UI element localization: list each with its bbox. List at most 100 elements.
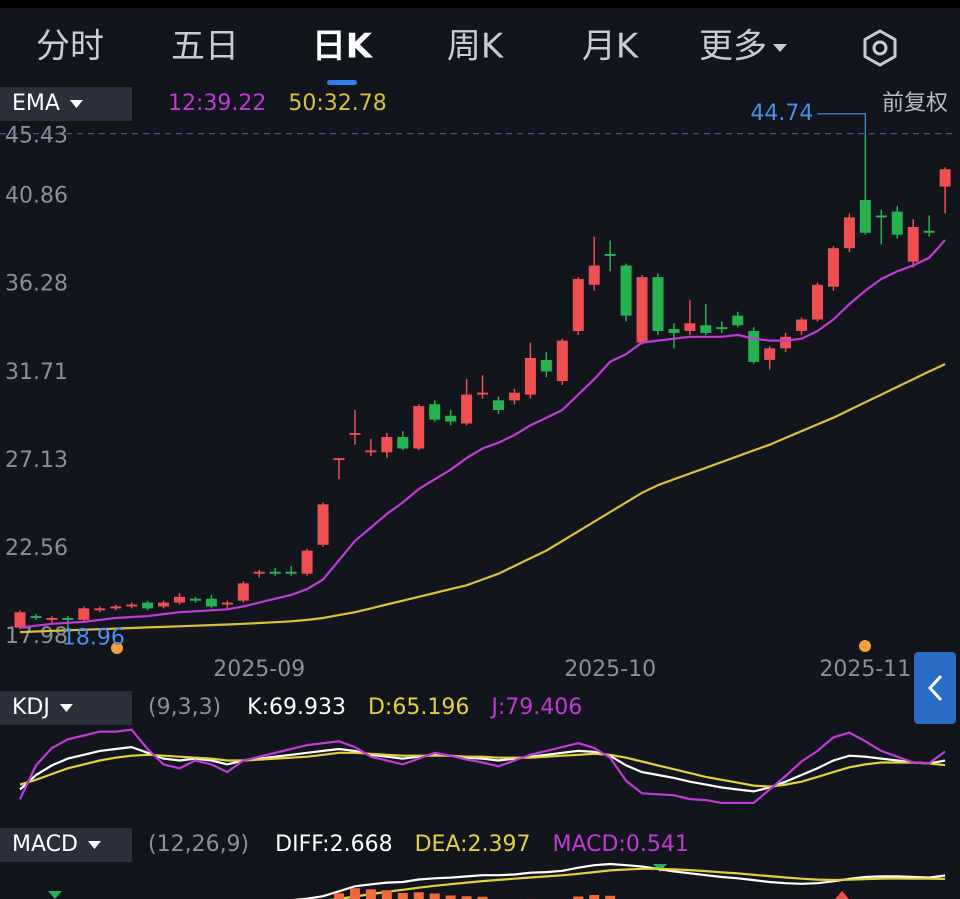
candle-body [891, 211, 903, 235]
y-tick-label: 36.28 [5, 272, 68, 297]
y-tick-label: 22.56 [5, 536, 68, 561]
settings-center [872, 40, 888, 56]
indicator-line [19, 751, 946, 788]
macd-line [328, 867, 946, 899]
candle-body [556, 340, 568, 382]
candle-body [796, 319, 808, 332]
candle-body [604, 253, 616, 256]
candle-body [939, 169, 951, 187]
indicator-params: (12,26,9) [148, 832, 249, 857]
macd-line [292, 862, 946, 899]
cross-marker [835, 891, 849, 899]
indicator-label: EMA [12, 91, 60, 116]
candle-body [205, 598, 217, 607]
min-price-label: 18.96 [62, 625, 125, 650]
event-marker[interactable] [111, 642, 123, 654]
settings-hexagon [863, 29, 897, 67]
candle-body [859, 200, 871, 233]
macd-bar [365, 889, 376, 899]
adjust-label: 前复权 [882, 91, 948, 116]
indicator-line [19, 745, 946, 793]
collapse-button[interactable] [914, 652, 956, 724]
candle-body [349, 433, 361, 436]
candle-body [269, 571, 281, 574]
dropdown-arrow [59, 704, 73, 712]
candle-body [684, 323, 696, 332]
macd-bar [413, 892, 424, 899]
candle-body [317, 504, 329, 545]
y-tick-label: 40.86 [5, 184, 68, 209]
tab[interactable]: 更多 [699, 27, 767, 67]
candle-body [221, 602, 233, 605]
event-marker[interactable] [859, 640, 871, 652]
candle-body [923, 230, 935, 233]
indicator-box[interactable] [0, 828, 132, 862]
y-tick-label: 31.71 [5, 360, 68, 385]
legend-entry: D:65.196 [368, 695, 469, 720]
candle-body [764, 348, 776, 360]
tab[interactable]: 分时 [36, 27, 104, 67]
macd-bar [349, 888, 360, 899]
candle-body [94, 608, 106, 611]
candle-body [110, 606, 122, 609]
x-tick-label: 2025-09 [213, 657, 305, 682]
candle-body [381, 436, 393, 453]
candle-body [508, 392, 520, 401]
tab[interactable]: 日K [312, 27, 374, 67]
candle-body [397, 436, 409, 449]
candle-body [174, 596, 185, 603]
candle-body [189, 598, 201, 601]
candle-body [493, 400, 504, 410]
candle-body [413, 406, 425, 449]
candle-body [668, 329, 680, 333]
candle-body [572, 279, 584, 332]
candle-body [126, 604, 138, 607]
indicator-line [19, 728, 946, 804]
indicator-label: MACD [12, 832, 78, 857]
macd-bar [397, 892, 408, 899]
candle-body [732, 315, 744, 326]
macd-bar [605, 895, 616, 899]
macd-bar [445, 895, 456, 899]
max-leader [817, 113, 866, 134]
candle-body [907, 227, 919, 262]
dropdown-arrow [69, 100, 83, 108]
macd-bar [573, 896, 584, 899]
settings-icon[interactable] [863, 29, 897, 67]
indicator-params: (9,3,3) [148, 695, 221, 720]
candle-body [429, 404, 441, 420]
collapse-chevron [927, 674, 943, 702]
candle-body [748, 331, 760, 362]
candle-body [652, 277, 664, 332]
y-tick-label: 17.98 [5, 624, 68, 649]
x-tick-label: 2025-11 [819, 657, 911, 682]
y-tick-label: 27.13 [5, 448, 68, 473]
dropdown-arrow [87, 841, 101, 849]
cross-marker [48, 891, 62, 899]
candle-body [445, 415, 457, 422]
candle-body [365, 450, 377, 453]
legend-entry: DEA:2.397 [415, 832, 531, 857]
candle-body [700, 325, 712, 333]
indicator-box[interactable] [0, 87, 132, 121]
active-tab-indicator [327, 80, 357, 85]
macd-bar [334, 893, 344, 899]
candle-body [780, 336, 792, 349]
candle-body [812, 284, 823, 320]
legend-entry: J:79.406 [489, 695, 582, 720]
tab[interactable]: 周K [447, 27, 505, 67]
candle-body [461, 394, 473, 424]
tab[interactable]: 月K [582, 27, 640, 67]
candle-body [620, 265, 632, 316]
x-tick-label: 2025-10 [564, 657, 656, 682]
candle-body [540, 359, 552, 372]
macd-bar [381, 890, 392, 899]
candle-body [46, 617, 58, 620]
candle-body [636, 277, 648, 343]
macd-bar [477, 896, 488, 899]
tab[interactable]: 五日 [171, 27, 239, 67]
legend-entry: 50:32.78 [288, 91, 386, 116]
macd-bar [461, 896, 472, 899]
legend-entry: K:69.933 [247, 695, 346, 720]
